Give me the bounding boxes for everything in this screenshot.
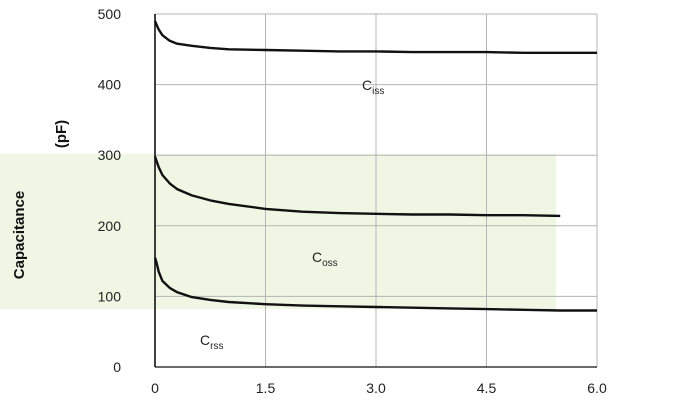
series-label-crss: Crss (200, 332, 223, 352)
series-label-main: C (200, 332, 210, 348)
x-tick-label: 1.5 (256, 380, 276, 396)
y-tick-label: 400 (98, 77, 122, 93)
y-tick-label: 200 (98, 218, 122, 234)
y-axis-title: Capacitance (11, 191, 28, 279)
x-tick-label: 4.5 (477, 380, 497, 396)
series-label-sub: oss (322, 258, 338, 269)
series-label-ciss: Ciss (362, 77, 384, 97)
highlight-band (0, 153, 556, 310)
x-tick-label: 0 (151, 380, 159, 396)
y-tick-label: 500 (98, 6, 122, 22)
axis-layer (154, 14, 597, 368)
series-layer (153, 20, 597, 312)
x-tick-label: 3.0 (366, 380, 386, 396)
series-line-crss (153, 257, 597, 312)
y-tick-label: 0 (113, 359, 121, 375)
y-axis-unit: (pF) (53, 120, 70, 148)
tick-label-layer: 0 1.5 3.0 4.5 6.0 0 100 200 300 400 500 (98, 6, 607, 396)
series-line-ciss (153, 20, 597, 54)
highlight-band-layer (0, 153, 556, 310)
series-label-main: C (312, 249, 322, 265)
series-label-main: C (362, 77, 372, 93)
y-tick-label: 300 (98, 147, 122, 163)
series-label-coss: Coss (312, 249, 338, 269)
y-tick-label: 100 (98, 288, 122, 304)
x-tick-label: 6.0 (587, 380, 607, 396)
series-label-sub: iss (372, 86, 384, 97)
series-label-sub: rss (210, 341, 223, 352)
series-line-coss (153, 156, 561, 218)
